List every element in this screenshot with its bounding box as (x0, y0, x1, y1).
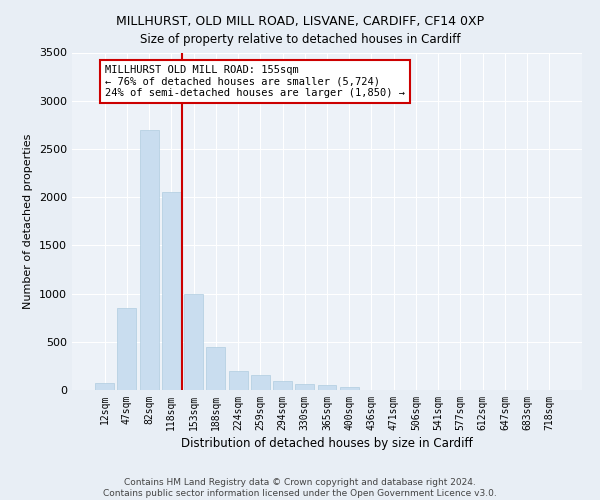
Bar (251, 375, 270, 390)
Text: MILLHURST OLD MILL ROAD: 155sqm
← 76% of detached houses are smaller (5,724)
24%: MILLHURST OLD MILL ROAD: 155sqm ← 76% of… (105, 65, 405, 98)
X-axis label: Distribution of detached houses by size in Cardiff: Distribution of detached houses by size … (181, 437, 473, 450)
Bar (118, 308, 136, 390)
Text: MILLHURST, OLD MILL ROAD, LISVANE, CARDIFF, CF14 0XP: MILLHURST, OLD MILL ROAD, LISVANE, CARDI… (116, 15, 484, 28)
Bar (184, 294, 203, 390)
Text: Contains HM Land Registry data © Crown copyright and database right 2024.
Contai: Contains HM Land Registry data © Crown c… (103, 478, 497, 498)
Bar (340, 387, 359, 390)
Bar (95, 383, 114, 390)
Bar (229, 370, 248, 390)
Bar (206, 346, 225, 390)
Bar (317, 384, 337, 390)
Bar (140, 130, 158, 390)
Bar (295, 384, 314, 390)
Y-axis label: Number of detached properties: Number of detached properties (23, 134, 34, 309)
Text: Size of property relative to detached houses in Cardiff: Size of property relative to detached ho… (140, 32, 460, 46)
Bar (162, 192, 181, 390)
Bar (273, 382, 292, 390)
